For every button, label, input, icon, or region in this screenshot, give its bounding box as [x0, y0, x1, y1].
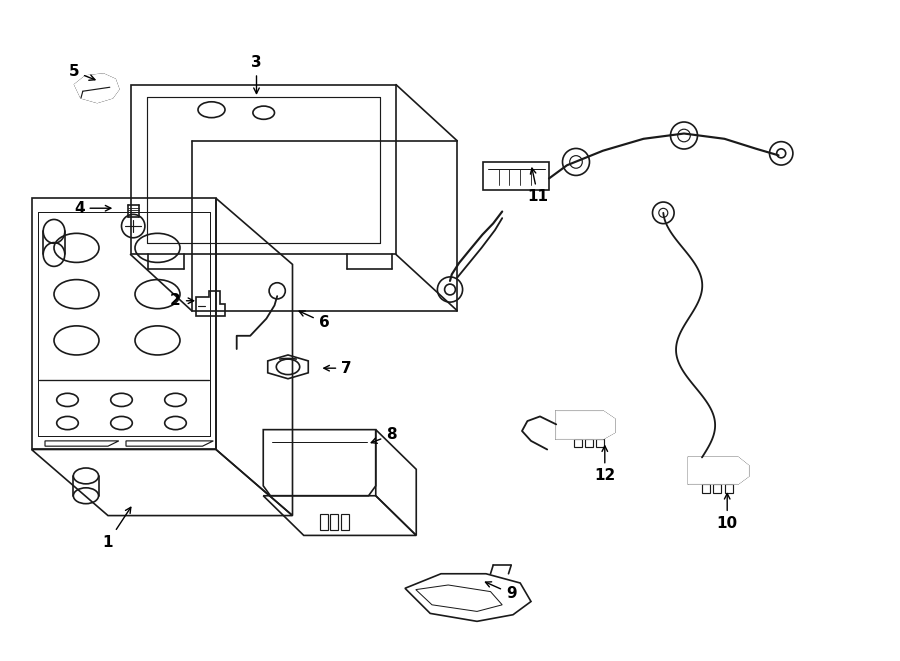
Text: 7: 7: [324, 361, 352, 375]
Text: 8: 8: [371, 428, 397, 444]
Text: 2: 2: [170, 293, 194, 308]
Text: 9: 9: [485, 582, 517, 601]
Polygon shape: [556, 411, 615, 439]
Polygon shape: [688, 457, 749, 484]
Text: 3: 3: [251, 56, 262, 93]
Text: 12: 12: [594, 446, 616, 483]
Text: 6: 6: [299, 311, 329, 330]
Polygon shape: [75, 74, 119, 102]
Text: 5: 5: [68, 64, 95, 80]
Text: 1: 1: [103, 507, 130, 549]
Text: 4: 4: [74, 201, 111, 215]
Text: 11: 11: [527, 168, 549, 204]
Text: 10: 10: [716, 494, 738, 531]
